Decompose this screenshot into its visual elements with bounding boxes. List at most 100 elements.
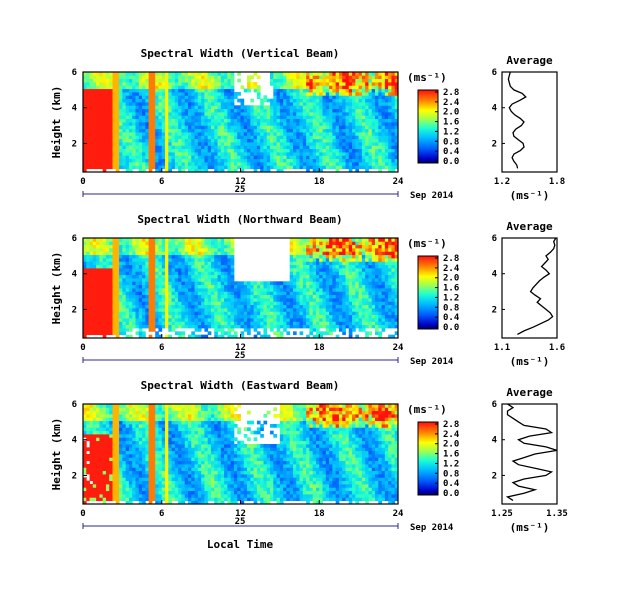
heatmap-cell [188,138,192,143]
heatmap-cell [115,244,120,249]
heatmap-cell [322,98,327,103]
heatmap-cell [165,284,169,289]
heatmap-cell [168,268,172,272]
heatmap-cell [145,105,150,110]
heatmap-cell [145,115,150,120]
heatmap-cell [138,244,143,249]
heatmap-cell [345,115,350,120]
heatmap-cell [358,138,363,143]
heatmap-cell [96,92,100,96]
heatmap-cell [89,72,94,76]
heatmap-cell [178,132,182,136]
heatmap-cell [332,145,337,150]
heatmap-cell [178,278,182,282]
heatmap-cell [243,155,248,160]
heatmap-cell [286,158,291,163]
heatmap-cell [329,165,333,170]
heatmap-cell [161,244,166,249]
heatmap-cell [217,314,222,319]
heatmap-cell [174,268,179,272]
heatmap-cell [112,108,117,113]
heatmap-cell [207,288,212,292]
heatmap-cell [319,72,323,76]
heatmap-cell [227,241,232,246]
heatmap-cell [293,244,297,249]
heatmap-cell [191,261,195,266]
heatmap-cell [388,122,392,126]
heatmap-cell [391,85,396,90]
heatmap-cell [283,145,287,150]
colorbar-tick-label: 0.4 [443,147,460,157]
heatmap-cell [348,155,353,160]
heatmap-cell [168,261,172,266]
heatmap-cell [348,248,353,252]
heatmap-cell [119,248,123,252]
heatmap-cell [378,142,382,146]
heatmap-cell [338,291,343,296]
heatmap-cell [289,301,294,306]
heatmap-cell [256,75,261,80]
heatmap-cell [109,158,113,163]
heatmap-cell [335,145,340,150]
heatmap-cell [289,264,294,269]
heatmap-cell [345,294,350,299]
heatmap-cell [132,95,136,100]
heatmap-cell [217,128,222,133]
heatmap-cell [368,85,373,90]
heatmap-cell [273,162,277,166]
heatmap-cell [237,158,241,163]
heatmap-cell [171,128,176,133]
heatmap-cell [168,294,172,299]
heatmap-cell [368,165,373,170]
heatmap-cell [378,152,382,156]
y-tick-label: 6 [72,68,77,78]
heatmap-cell [201,122,205,126]
heatmap-cell [197,155,202,160]
heatmap-cell [214,318,218,322]
heatmap-cell [145,321,150,326]
heatmap-cell [142,85,146,90]
heatmap-cell [391,82,396,86]
heatmap-cell [201,72,205,76]
heatmap-cell [181,238,186,242]
heatmap-cell [217,301,222,306]
heatmap-cell [302,152,307,156]
heatmap-cell [256,321,261,326]
heatmap-cell [102,321,107,326]
heatmap-cell [283,304,287,309]
heatmap-cell [105,331,110,336]
heatmap-cell [168,88,172,93]
heatmap-cell [188,261,192,266]
heatmap-cell [332,78,337,83]
heatmap-cell [329,95,333,100]
heatmap-cell [302,298,307,302]
heatmap-cell [319,75,323,80]
heatmap-cell [247,311,251,316]
heatmap-cell [293,142,297,146]
heatmap-cell [214,331,218,336]
heatmap-cell [188,78,192,83]
heatmap-cell [145,95,150,100]
heatmap-cell [128,314,133,319]
heatmap-cell [155,331,159,336]
heatmap-cell [243,128,248,133]
heatmap-cell [155,324,159,329]
heatmap-cell [332,155,337,160]
heatmap-cell [155,118,159,123]
heatmap-cell [293,118,297,123]
heatmap-cell [214,238,218,242]
heatmap-cell [224,72,228,76]
heatmap-cell [306,244,310,249]
heatmap-cell [270,324,274,329]
heatmap-cell [361,85,366,90]
heatmap-cell [181,75,186,80]
heatmap-cell [197,304,202,309]
heatmap-cell [286,118,291,123]
heatmap-cell [243,142,248,146]
heatmap-cell [181,284,186,289]
heatmap-cell [161,258,166,262]
heatmap-cell [191,75,195,80]
heatmap-cell [155,334,159,339]
heatmap-cell [283,158,287,163]
heatmap-cell [253,168,258,173]
